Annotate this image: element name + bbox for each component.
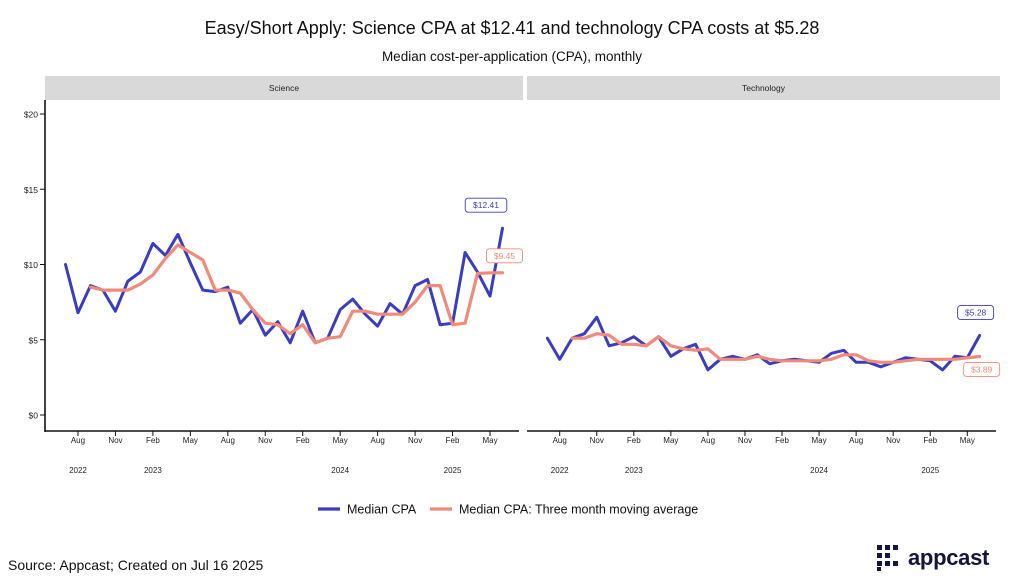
annotation-label: $9.45	[494, 251, 516, 261]
x-tick-label: Feb	[446, 436, 460, 445]
x-tick-label: Aug	[371, 436, 385, 445]
x-year-label: 2025	[921, 466, 939, 475]
x-tick-label: Feb	[775, 436, 789, 445]
x-tick-label: Nov	[258, 436, 272, 445]
facet-label-science: Science	[269, 83, 300, 93]
moving-average-line-technology	[570, 332, 982, 364]
x-tick-label: May	[183, 436, 198, 445]
x-tick-label: Nov	[738, 436, 752, 445]
x-tick-label: Nov	[108, 436, 122, 445]
x-tick-label: Feb	[296, 436, 310, 445]
x-tick-label: Feb	[923, 436, 937, 445]
annotation-box	[963, 362, 1001, 377]
x-year-label: 2023	[144, 466, 162, 475]
x-tick-label: Aug	[553, 436, 567, 445]
facet-strip-science	[45, 76, 523, 100]
x-year-label: 2022	[551, 466, 569, 475]
moving-average-line-science	[88, 243, 505, 345]
annotation-box	[957, 305, 995, 320]
x-tick-label: Feb	[627, 436, 641, 445]
facet-label-technology: Technology	[742, 83, 786, 93]
x-year-label: 2025	[444, 466, 462, 475]
x-tick-label: Nov	[886, 436, 900, 445]
x-tick-label: May	[812, 436, 827, 445]
y-tick-label: $20	[24, 110, 38, 120]
source-note: Source: Appcast; Created on Jul 16 2025	[8, 557, 264, 573]
appcast-logo-text: appcast	[908, 545, 990, 570]
x-tick-label: Nov	[590, 436, 604, 445]
facet-strip-technology	[527, 76, 1000, 100]
x-tick-label: Aug	[849, 436, 863, 445]
annotation-box	[464, 197, 508, 213]
y-tick-label: $15	[24, 185, 38, 195]
appcast-logo: appcast	[876, 542, 989, 574]
annotation-label: $3.89	[971, 364, 993, 374]
x-tick-label: May	[333, 436, 348, 445]
x-tick-label: May	[482, 436, 497, 445]
x-tick-label: May	[960, 436, 975, 445]
appcast-logo-mark-icon	[877, 545, 898, 571]
y-tick-label: $0	[29, 411, 39, 421]
x-tick-label: Feb	[146, 436, 160, 445]
y-tick-label: $10	[24, 260, 38, 270]
chart-subtitle: Median cost-per-application (CPA), month…	[381, 49, 643, 64]
x-year-label: 2024	[331, 466, 349, 475]
x-tick-label: Aug	[221, 436, 235, 445]
annotation-box	[486, 248, 523, 264]
x-tick-label: May	[663, 436, 678, 445]
annotation-label: $12.41	[473, 200, 499, 210]
faceted-line-chart: $0 $5 $10 $15 $20 Science Aug Nov Feb May Aug Nov Fe…	[24, 76, 1001, 517]
x-year-label: 2022	[69, 466, 87, 475]
x-year-label: 2023	[625, 466, 643, 475]
legend-label-moving-average: Median CPA: Three month moving average	[459, 503, 698, 517]
chart-title: Easy/Short Apply: Science CPA at $12.41 …	[204, 18, 820, 38]
median-cpa-line-technology	[545, 315, 982, 372]
annotation-label: $5.28	[965, 308, 987, 318]
x-tick-label: Nov	[408, 436, 422, 445]
y-tick-label: $5	[29, 335, 39, 345]
x-year-label: 2024	[810, 466, 828, 475]
x-tick-label: Aug	[701, 436, 715, 445]
x-tick-label: Aug	[71, 436, 85, 445]
legend-label-median: Median CPA	[347, 503, 417, 517]
